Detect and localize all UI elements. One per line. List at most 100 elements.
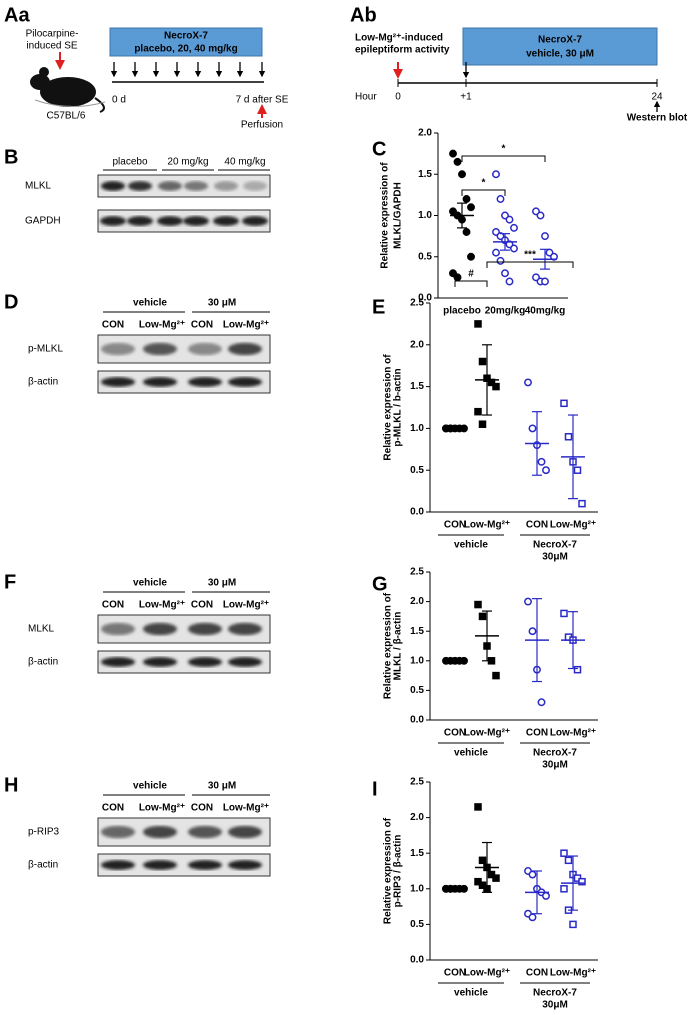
point (573, 466, 582, 474)
endpoint: Perfusion (241, 120, 283, 131)
point (474, 407, 482, 416)
group-label: NecroX-7 (533, 988, 577, 999)
lane-label: Low-Mg²⁺ (223, 320, 269, 331)
point (537, 457, 546, 466)
blot-band (228, 825, 262, 839)
panel-label: F (4, 571, 16, 593)
blot-band (188, 342, 222, 356)
point (496, 195, 505, 203)
blot-band (143, 342, 177, 356)
x-tick-label: Low-Mg²⁺ (464, 968, 510, 979)
blot-band (101, 860, 135, 870)
point (510, 244, 518, 253)
point (453, 273, 462, 282)
point (560, 399, 568, 408)
point (453, 157, 462, 166)
blot-band (143, 825, 177, 839)
lane-label: Low-Mg²⁺ (139, 803, 185, 814)
strain: C57BL/6 (47, 111, 86, 122)
point (496, 256, 505, 265)
blot-band (228, 657, 262, 667)
lane-label: Low-Mg²⁺ (223, 600, 269, 611)
blot-band (101, 657, 135, 667)
lane-label: CON (102, 803, 124, 814)
y-tick-label: 1.0 (410, 423, 424, 434)
x-tick-label: CON (444, 728, 466, 739)
treatment-box (109, 27, 263, 57)
blot-band (101, 377, 135, 387)
blot-band (228, 860, 262, 870)
group-label: 30μM (542, 1000, 568, 1011)
x-tick-label: CON (444, 520, 466, 531)
lane-label: CON (191, 600, 213, 611)
row-label: β-actin (28, 377, 58, 388)
point (492, 170, 500, 179)
lane-label: CON (191, 803, 213, 814)
x-tick-label: Low-Mg²⁺ (550, 520, 596, 531)
blot-band (127, 216, 153, 226)
y-axis-label: MLKL/GAPDH (393, 182, 404, 249)
blot-band (100, 216, 126, 226)
axis-label: Hour (355, 92, 377, 103)
drug: NecroX-7 (538, 35, 582, 46)
group-label: 30μM (542, 552, 568, 563)
row-label: p-MLKL (28, 344, 63, 355)
end: 7 d after SE (236, 95, 289, 106)
blot-band (183, 216, 209, 226)
significance-bracket (461, 189, 506, 196)
blot-band (228, 377, 262, 387)
y-tick-label: 0.0 (418, 293, 432, 304)
y-axis-label: Relative expression of (383, 354, 394, 461)
treatment-label: vehicle (133, 298, 167, 309)
blot-band (143, 860, 177, 870)
point (560, 885, 568, 893)
lane-label: CON (191, 320, 213, 331)
point (474, 320, 482, 328)
y-tick-label: 2.0 (410, 812, 424, 823)
row-label: β-actin (28, 657, 58, 668)
row-label: GAPDH (25, 216, 61, 227)
point (505, 215, 514, 224)
y-axis-label: Relative expression of (383, 592, 394, 699)
panel-label: C (372, 138, 386, 160)
x-tick-label: Low-Mg²⁺ (464, 520, 510, 531)
treatment-label: vehicle (133, 578, 167, 589)
panel-label: D (4, 291, 18, 313)
panel-label: Aa (4, 4, 30, 26)
point (524, 378, 532, 387)
y-tick-label: 0.0 (410, 955, 424, 966)
blot-band (101, 181, 125, 191)
significance-label: * (482, 178, 486, 189)
group-label: NecroX-7 (533, 540, 577, 551)
y-axis-label: p-MLKL / b-actin (393, 368, 404, 446)
point (478, 856, 487, 865)
point (492, 382, 500, 391)
doses: placebo, 20, 40 mg/kg (134, 44, 237, 55)
blot-band (188, 825, 222, 839)
blot-band (101, 825, 135, 839)
group-label: 40 mg/kg (224, 157, 265, 168)
lane-label: Low-Mg²⁺ (139, 320, 185, 331)
y-tick-label: 0.5 (410, 465, 424, 476)
group-label: 20 mg/kg (167, 157, 208, 168)
blot-band (158, 181, 182, 191)
group-label: NecroX-7 (533, 748, 577, 759)
blot-frame (97, 650, 271, 674)
panel-label: Ab (350, 4, 377, 26)
point (542, 891, 550, 900)
row-label: β-actin (28, 860, 58, 871)
point (528, 424, 537, 433)
injections (110, 62, 266, 78)
blot-band (101, 342, 135, 356)
blot-band (188, 860, 222, 870)
point (542, 466, 550, 475)
significance-label: * (502, 144, 506, 155)
point (578, 499, 586, 508)
significance-label: # (468, 269, 474, 280)
blot-band (188, 657, 222, 667)
significance-bracket (454, 280, 488, 287)
group-label: 30μM (542, 760, 568, 771)
lane-label: CON (102, 320, 124, 331)
panel-ab: Ab Low-Mg²⁺-induced epileptiform activit… (350, 4, 688, 123)
y-axis-label: p-RIP3 / β-actin (393, 835, 404, 908)
